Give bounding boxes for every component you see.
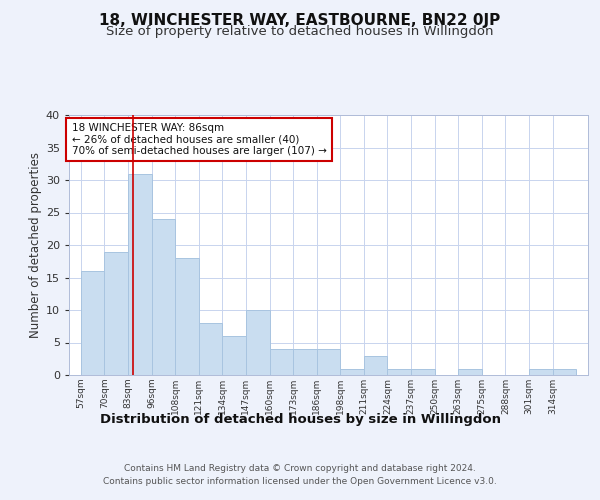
Text: 18, WINCHESTER WAY, EASTBOURNE, BN22 0JP: 18, WINCHESTER WAY, EASTBOURNE, BN22 0JP	[100, 12, 500, 28]
Bar	[81, 271, 104, 375]
Bar	[152, 219, 175, 375]
Y-axis label: Number of detached properties: Number of detached properties	[29, 152, 41, 338]
Bar	[223, 336, 246, 375]
Bar	[553, 368, 576, 375]
Text: Size of property relative to detached houses in Willingdon: Size of property relative to detached ho…	[106, 25, 494, 38]
Text: Contains HM Land Registry data © Crown copyright and database right 2024.: Contains HM Land Registry data © Crown c…	[124, 464, 476, 473]
Bar	[529, 368, 553, 375]
Bar	[364, 356, 388, 375]
Bar	[340, 368, 364, 375]
Bar	[411, 368, 434, 375]
Bar	[388, 368, 411, 375]
Bar	[317, 349, 340, 375]
Text: 18 WINCHESTER WAY: 86sqm
← 26% of detached houses are smaller (40)
70% of semi-d: 18 WINCHESTER WAY: 86sqm ← 26% of detach…	[71, 123, 326, 156]
Bar	[293, 349, 317, 375]
Bar	[128, 174, 152, 375]
Bar	[199, 323, 223, 375]
Bar	[458, 368, 482, 375]
Bar	[104, 252, 128, 375]
Bar	[269, 349, 293, 375]
Text: Distribution of detached houses by size in Willingdon: Distribution of detached houses by size …	[100, 412, 500, 426]
Bar	[246, 310, 269, 375]
Text: Contains public sector information licensed under the Open Government Licence v3: Contains public sector information licen…	[103, 478, 497, 486]
Bar	[175, 258, 199, 375]
